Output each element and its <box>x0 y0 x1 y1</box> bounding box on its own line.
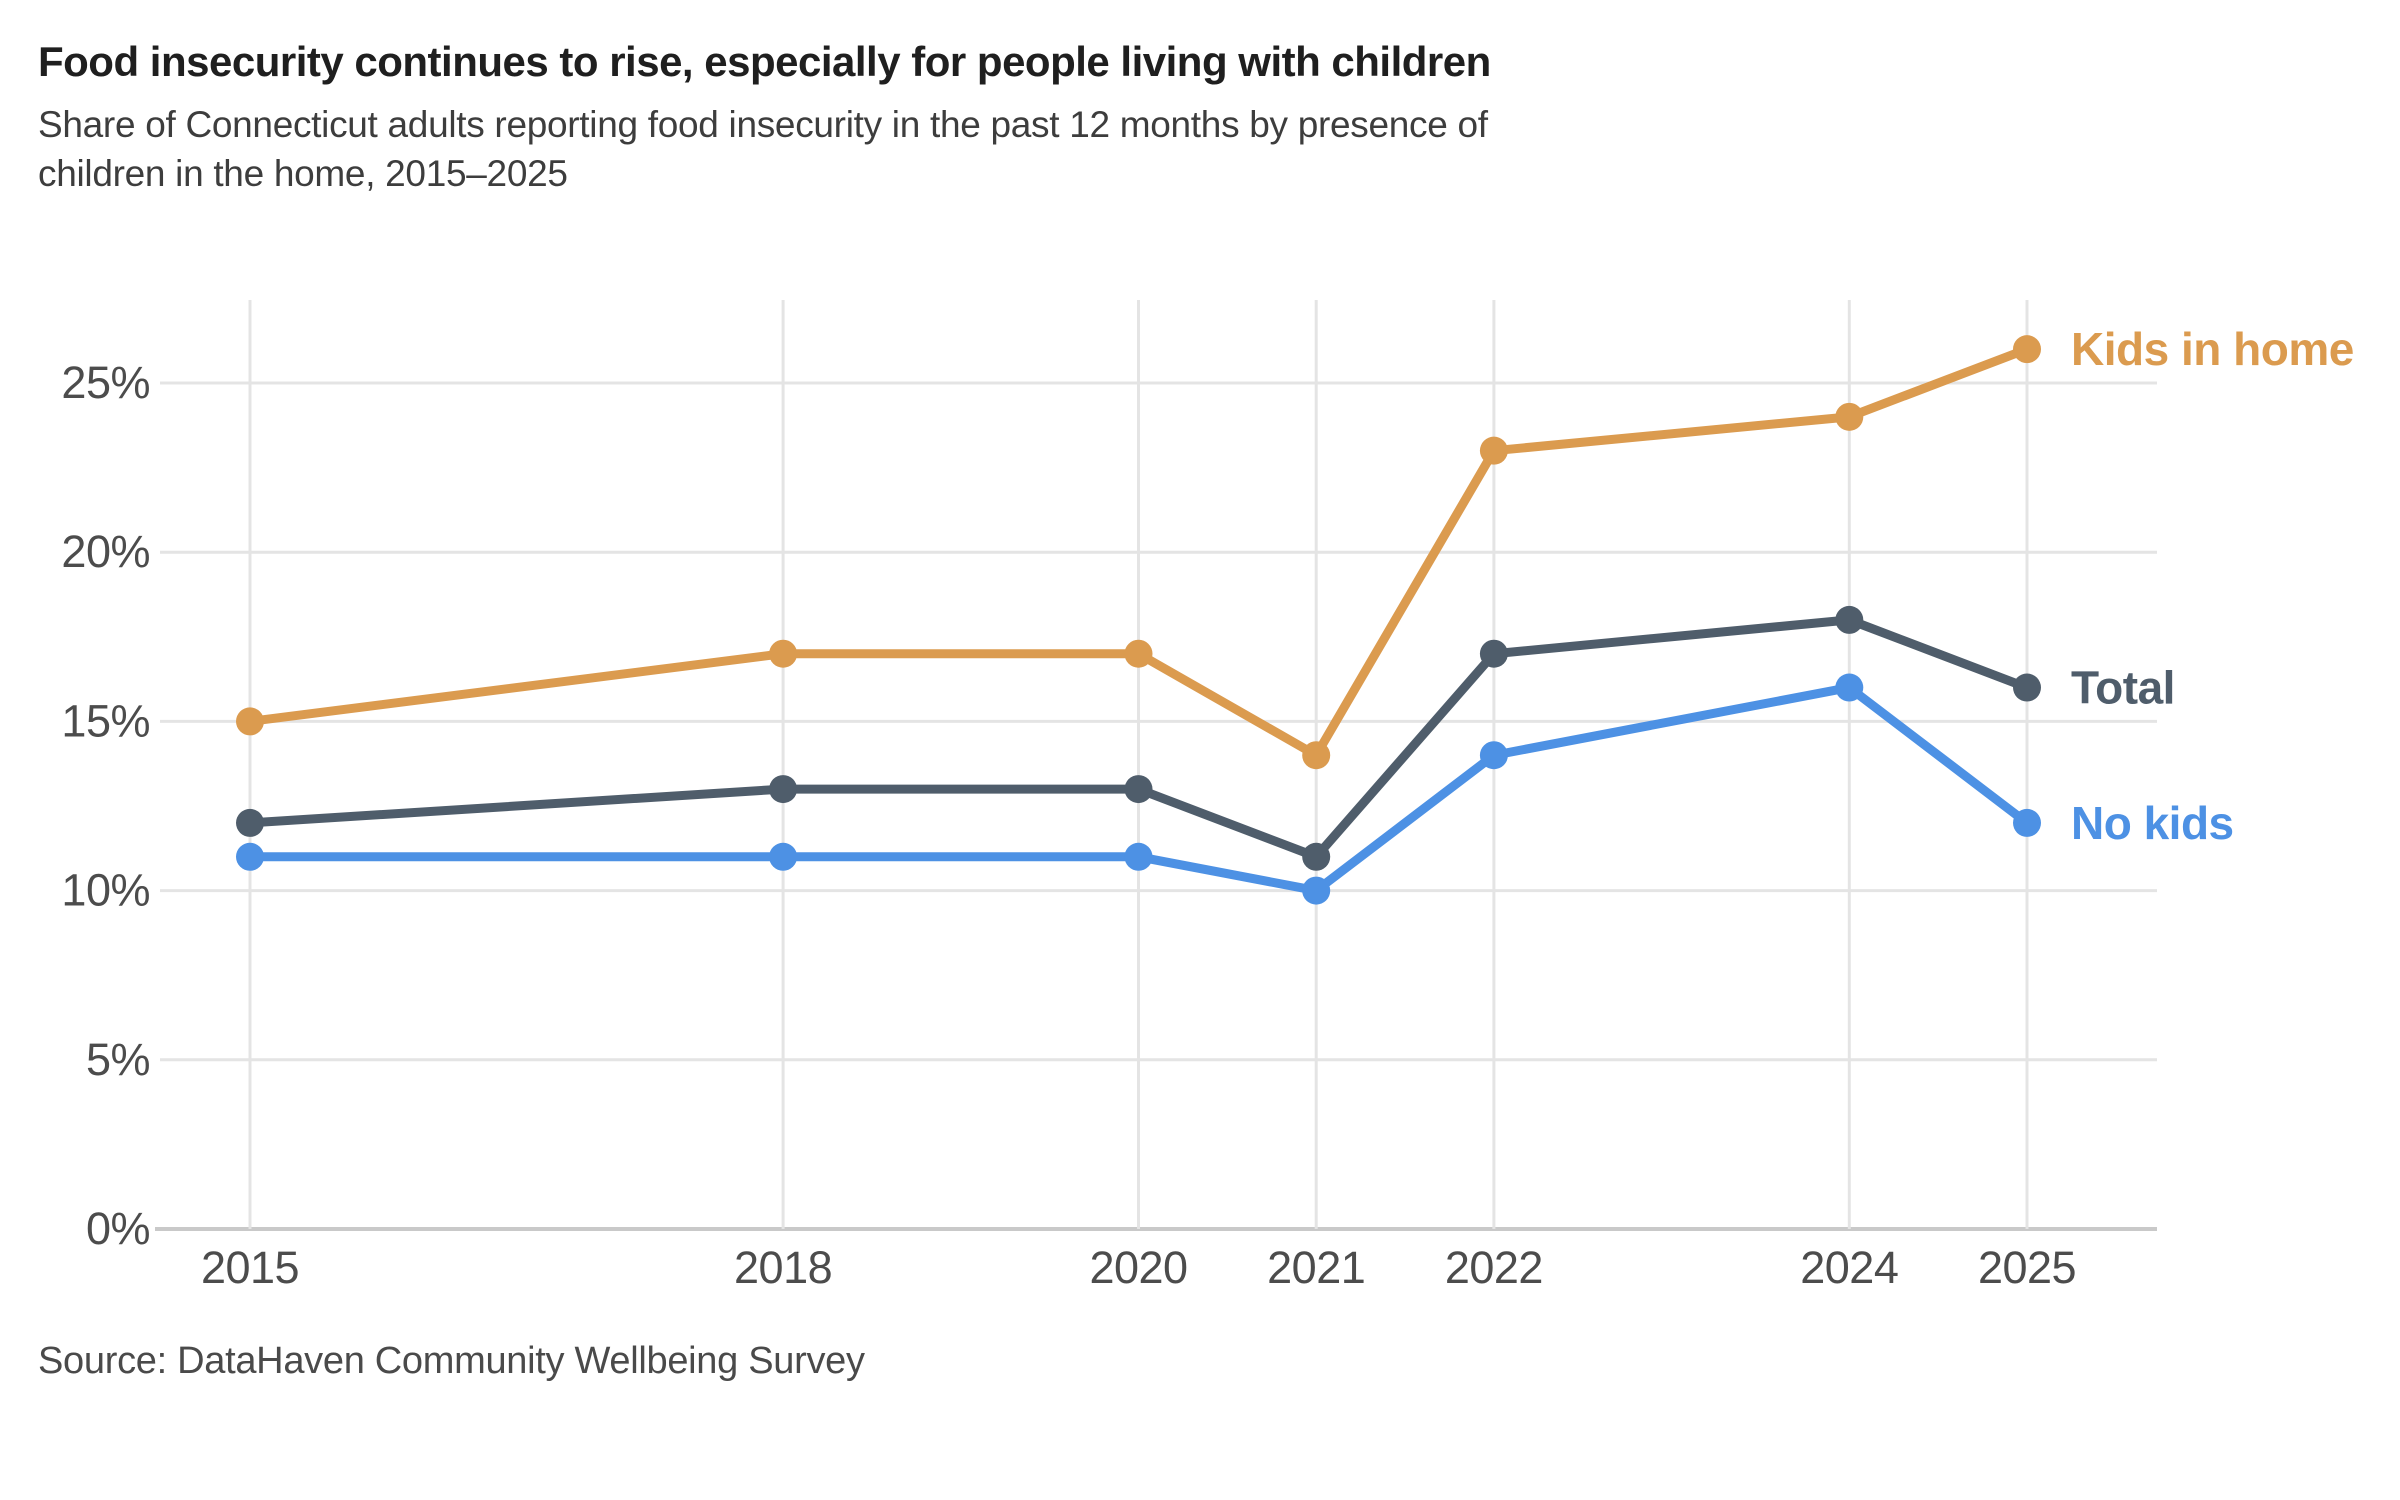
y-tick-label: 10% <box>61 865 150 916</box>
data-point <box>1124 775 1153 804</box>
y-tick-label: 5% <box>86 1034 150 1085</box>
series-layer <box>236 335 2041 905</box>
data-point <box>769 775 798 804</box>
data-point <box>1479 741 1508 770</box>
source-note: Source: DataHaven Community Wellbeing Su… <box>38 1340 865 1382</box>
x-tick-label: 2022 <box>1445 1242 1543 1293</box>
y-tick-label: 15% <box>61 695 150 746</box>
data-point <box>2013 335 2041 364</box>
data-point <box>769 842 798 871</box>
data-point <box>1302 842 1331 871</box>
data-point <box>1124 639 1153 668</box>
data-point <box>2013 673 2041 702</box>
y-tick-label: 0% <box>86 1203 150 1254</box>
y-tick-label: 25% <box>61 357 150 408</box>
x-tick-label: 2024 <box>1800 1242 1898 1293</box>
series-label-kids-in-home: Kids in home <box>2071 323 2354 375</box>
data-point <box>236 707 264 736</box>
data-point <box>1835 673 1864 702</box>
y-tick-label: 20% <box>61 526 150 577</box>
data-point <box>1302 741 1331 770</box>
data-point <box>236 842 264 871</box>
x-tick-label: 2020 <box>1089 1242 1187 1293</box>
label-layer: 0% 5% 10% 15% 20% 25% 2015 2018 2020 2021 2022 2024… <box>61 323 2354 1293</box>
data-point <box>769 639 798 668</box>
chart-subtitle: Share of Connecticut adults reporting fo… <box>38 104 1488 195</box>
data-point <box>1479 436 1508 465</box>
x-tick-label: 2021 <box>1267 1242 1365 1293</box>
x-tick-label: 2015 <box>201 1242 299 1293</box>
data-point <box>1835 605 1864 634</box>
data-point <box>1124 842 1153 871</box>
data-point <box>1302 876 1331 905</box>
grid-layer <box>155 300 2157 1231</box>
x-tick-label: 2018 <box>734 1242 832 1293</box>
series-label-no-kids: No kids <box>2071 797 2234 849</box>
chart-title: Food insecurity continues to rise, espec… <box>38 38 1491 85</box>
data-point <box>2013 808 2041 837</box>
data-point <box>1479 639 1508 668</box>
data-point <box>236 808 264 837</box>
data-point <box>1835 402 1864 431</box>
x-tick-label: 2025 <box>1978 1242 2076 1293</box>
series-label-total: Total <box>2071 662 2175 714</box>
